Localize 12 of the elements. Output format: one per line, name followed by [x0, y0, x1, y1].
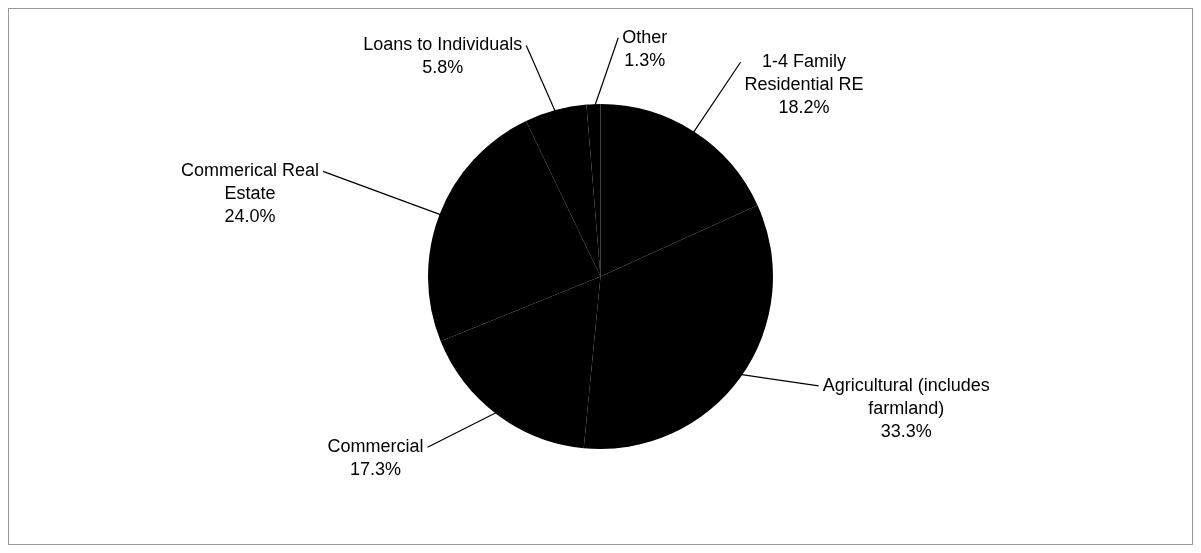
data-label: 33.3%: [880, 420, 932, 441]
data-label: 24.0%: [224, 206, 276, 227]
data-label: 1.3%: [624, 49, 666, 70]
slice-label: Other: [622, 26, 668, 47]
slice-label: 1-4 Family Residential RE: [744, 51, 864, 95]
data-label: 18.2%: [778, 97, 830, 118]
data-label: 17.3%: [350, 459, 402, 480]
slice-label: Commerical Real Estate: [180, 160, 320, 204]
slice-label: Commercial: [327, 436, 424, 457]
data-label: 5.8%: [422, 57, 464, 78]
slice-label: Loans to Individuals: [363, 34, 523, 55]
slice-label: Agricultural (includes farmland): [822, 374, 990, 418]
